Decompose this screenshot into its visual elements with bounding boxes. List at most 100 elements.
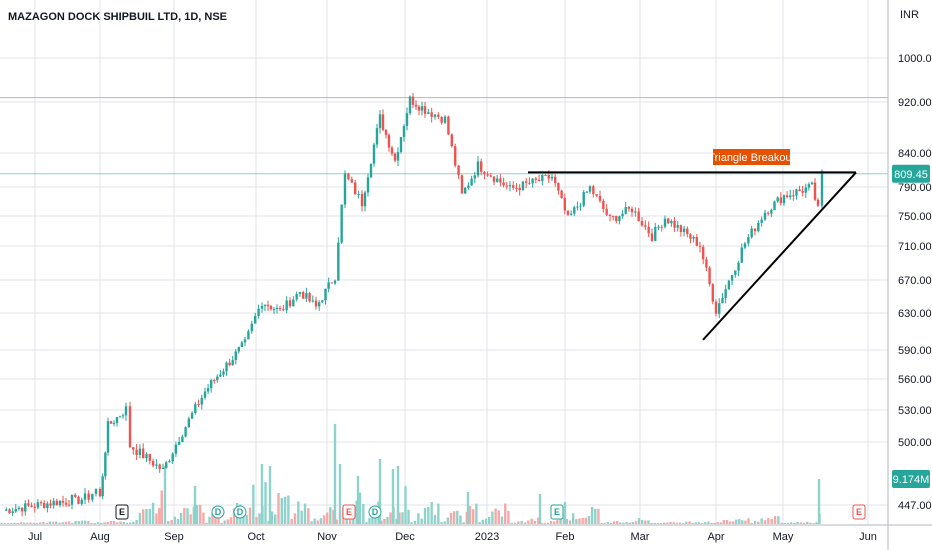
- candle-up: [763, 212, 767, 220]
- volume-bar: [475, 503, 478, 524]
- volume-bar: [58, 522, 61, 524]
- volume-bar: [678, 522, 682, 524]
- candle-up: [112, 422, 116, 424]
- volume-bar: [151, 502, 155, 524]
- volume-spike: [163, 466, 167, 524]
- volume-bar: [13, 522, 16, 524]
- candle-up: [467, 185, 470, 188]
- volume-bar: [603, 523, 606, 524]
- volume-bar: [488, 516, 491, 524]
- candle-down: [43, 502, 46, 508]
- candle-down: [49, 503, 52, 506]
- time-tick-label: Sep: [164, 531, 184, 543]
- price-tick-label: 710.00: [898, 241, 932, 253]
- candle-up: [101, 476, 104, 497]
- candle-down: [627, 207, 631, 209]
- volume-bar: [38, 522, 42, 524]
- candle-down: [660, 226, 663, 228]
- candle-down: [563, 198, 566, 211]
- price-tick-label: 920.00: [898, 97, 932, 109]
- volume-bar: [734, 519, 738, 524]
- volume-spike: [260, 464, 264, 524]
- volume-bar: [685, 521, 688, 524]
- volume-bar: [176, 518, 180, 524]
- volume-bar: [809, 522, 812, 524]
- candle-down: [798, 189, 801, 191]
- volume-bar: [710, 523, 713, 524]
- price-tick-label: 750.00: [898, 211, 932, 223]
- volume-bar: [783, 523, 786, 524]
- volume-bar: [565, 518, 569, 524]
- volume-bar: [322, 515, 326, 524]
- volume-bar: [478, 522, 481, 524]
- volume-bar: [704, 522, 707, 524]
- volume-bar: [537, 517, 540, 524]
- candle-down: [148, 454, 151, 461]
- volume-bar: [368, 517, 371, 524]
- candle-up: [378, 114, 382, 129]
- candle-up: [298, 292, 302, 295]
- volume-spike: [466, 492, 470, 524]
- candle-down: [483, 171, 486, 175]
- volume-bar: [744, 520, 747, 524]
- volume-spike: [333, 424, 337, 524]
- time-tick-label: Oct: [247, 531, 264, 543]
- candle-up: [721, 298, 724, 304]
- candle-up: [757, 222, 760, 232]
- candle-down: [499, 178, 502, 183]
- candle-up: [550, 176, 554, 179]
- candle-down: [640, 221, 644, 226]
- volume-bar: [316, 520, 320, 524]
- volume-bar: [647, 520, 650, 524]
- volume-bar: [145, 508, 148, 524]
- candle-up: [231, 360, 234, 366]
- event-marker-letter: D: [237, 507, 244, 517]
- volume-bar: [77, 521, 80, 524]
- time-tick-label: Feb: [556, 531, 575, 543]
- volume-bar: [10, 523, 13, 524]
- candle-up: [654, 227, 657, 241]
- candle-up: [724, 289, 727, 299]
- time-tick-label: May: [773, 531, 794, 543]
- volume-bar: [634, 521, 638, 524]
- volume-bar: [672, 522, 675, 524]
- candle-down: [393, 153, 397, 161]
- dividend-marker: [211, 505, 225, 519]
- volume-bar: [753, 520, 757, 524]
- candle-down: [708, 267, 711, 285]
- volume-bar: [767, 518, 770, 524]
- candle-up: [5, 509, 8, 511]
- candle-up: [670, 220, 673, 224]
- price-tick-label: 590.00: [898, 345, 932, 357]
- candle-down: [547, 174, 550, 179]
- candle-down: [450, 134, 453, 147]
- candle-down: [109, 421, 113, 424]
- volume-bar: [348, 515, 352, 524]
- candle-down: [423, 106, 427, 114]
- candle-down: [557, 182, 560, 191]
- volume-bar: [42, 521, 45, 524]
- candle-down: [213, 380, 216, 382]
- volume-bar: [90, 523, 93, 524]
- volume-bar: [274, 514, 277, 524]
- candle-up: [820, 171, 824, 206]
- candle-up: [541, 175, 544, 181]
- candle-down: [228, 362, 231, 366]
- volume-bar: [760, 518, 763, 524]
- candle-up: [234, 351, 237, 361]
- candle-up: [327, 282, 330, 289]
- candle-up: [405, 113, 409, 127]
- volume-spike: [817, 479, 821, 524]
- volume-bar: [697, 522, 701, 524]
- candle-up: [138, 448, 142, 455]
- volume-bar: [578, 518, 581, 524]
- candle-down: [158, 464, 161, 470]
- annotation-box: [713, 149, 790, 165]
- candle-down: [384, 129, 388, 135]
- volume-bar: [395, 518, 398, 524]
- candle-up: [247, 331, 250, 340]
- candle-up: [508, 185, 512, 187]
- volume-bar: [173, 516, 176, 524]
- candle-down: [27, 503, 30, 506]
- earnings-marker: [342, 504, 356, 520]
